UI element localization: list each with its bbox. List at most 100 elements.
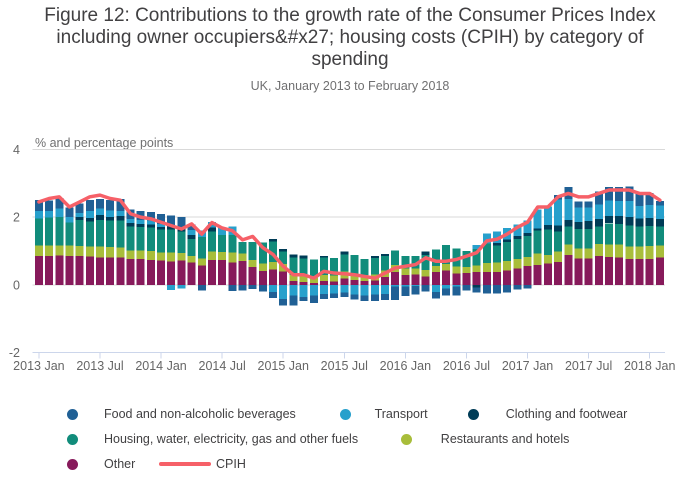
bar-segment[interactable] xyxy=(452,284,461,287)
bar-segment[interactable] xyxy=(472,287,481,293)
bar-segment[interactable] xyxy=(604,200,613,216)
bar-segment[interactable] xyxy=(462,285,471,291)
bar-segment[interactable] xyxy=(554,199,563,226)
bar-segment[interactable] xyxy=(370,257,379,275)
bar-segment[interactable] xyxy=(411,284,420,286)
bar-segment[interactable] xyxy=(126,258,135,285)
bar-segment[interactable] xyxy=(34,199,43,212)
bar-segment[interactable] xyxy=(615,244,624,258)
bar-segment[interactable] xyxy=(299,284,308,297)
bar-segment[interactable] xyxy=(655,226,664,246)
bar-segment[interactable] xyxy=(157,229,166,253)
bar-segment[interactable] xyxy=(146,259,155,285)
bar-segment[interactable] xyxy=(452,266,461,274)
bar-segment[interactable] xyxy=(238,241,247,254)
bar-segment[interactable] xyxy=(645,245,654,259)
cpih-line[interactable] xyxy=(37,188,662,280)
bar-segment[interactable] xyxy=(218,235,227,253)
bar-segment[interactable] xyxy=(106,220,115,247)
bar-segment[interactable] xyxy=(146,224,155,228)
bar-segment[interactable] xyxy=(218,252,227,261)
bar-segment[interactable] xyxy=(34,211,43,219)
bar-segment[interactable] xyxy=(574,221,583,229)
bar-segment[interactable] xyxy=(360,258,369,276)
bar-segment[interactable] xyxy=(401,286,410,297)
bar-segment[interactable] xyxy=(146,212,155,221)
bar-segment[interactable] xyxy=(462,284,471,286)
bar-segment[interactable] xyxy=(482,233,491,244)
bar-segment[interactable] xyxy=(472,244,481,249)
bar-segment[interactable] xyxy=(177,260,186,285)
bar-segment[interactable] xyxy=(421,251,430,255)
bar-segment[interactable] xyxy=(75,216,84,220)
bar-segment[interactable] xyxy=(401,255,410,269)
bar-segment[interactable] xyxy=(543,229,552,256)
bar-segment[interactable] xyxy=(401,275,410,285)
bar-segment[interactable] xyxy=(136,219,145,224)
bar-segment[interactable] xyxy=(625,225,634,247)
bar-segment[interactable] xyxy=(391,272,400,285)
bar-segment[interactable] xyxy=(625,216,634,226)
bar-segment[interactable] xyxy=(574,229,583,249)
bar-segment[interactable] xyxy=(248,284,257,289)
bar-segment[interactable] xyxy=(604,256,613,285)
bar-segment[interactable] xyxy=(635,226,644,247)
bar-segment[interactable] xyxy=(187,234,196,239)
bar-segment[interactable] xyxy=(391,284,400,287)
bar-segment[interactable] xyxy=(645,218,654,226)
bar-segment[interactable] xyxy=(289,254,298,258)
bar-segment[interactable] xyxy=(370,255,379,258)
bar-segment[interactable] xyxy=(564,244,573,255)
bar-segment[interactable] xyxy=(167,215,176,227)
bar-segment[interactable] xyxy=(45,211,54,218)
bar-segment[interactable] xyxy=(635,246,644,259)
bar-segment[interactable] xyxy=(442,244,451,265)
bar-segment[interactable] xyxy=(136,259,145,285)
bar-segment[interactable] xyxy=(645,204,654,219)
bar-segment[interactable] xyxy=(197,265,206,285)
bar-segment[interactable] xyxy=(65,207,74,217)
bar-segment[interactable] xyxy=(238,261,247,285)
bar-segment[interactable] xyxy=(421,284,430,292)
bar-segment[interactable] xyxy=(95,219,104,247)
bar-segment[interactable] xyxy=(462,266,471,274)
bar-segment[interactable] xyxy=(309,259,318,277)
bar-segment[interactable] xyxy=(381,284,390,295)
bar-segment[interactable] xyxy=(55,255,64,285)
bar-segment[interactable] xyxy=(106,246,115,258)
bar-segment[interactable] xyxy=(513,284,522,290)
bar-segment[interactable] xyxy=(584,207,593,221)
bar-segment[interactable] xyxy=(65,255,74,285)
bar-segment[interactable] xyxy=(513,258,522,269)
bar-segment[interactable] xyxy=(269,241,278,263)
bar-segment[interactable] xyxy=(34,245,43,256)
bar-segment[interactable] xyxy=(381,256,390,271)
bar-segment[interactable] xyxy=(503,242,512,262)
bar-segment[interactable] xyxy=(248,259,257,267)
bar-segment[interactable] xyxy=(309,284,318,296)
bar-segment[interactable] xyxy=(299,296,308,302)
bar-segment[interactable] xyxy=(187,262,196,285)
bar-segment[interactable] xyxy=(381,294,390,301)
bar-segment[interactable] xyxy=(187,230,196,235)
bar-segment[interactable] xyxy=(146,251,155,260)
bar-segment[interactable] xyxy=(543,263,552,285)
bar-segment[interactable] xyxy=(645,225,654,246)
bar-segment[interactable] xyxy=(85,256,94,285)
bar-segment[interactable] xyxy=(635,218,644,227)
bar-segment[interactable] xyxy=(228,252,237,263)
bar-segment[interactable] xyxy=(503,261,512,271)
bar-segment[interactable] xyxy=(625,258,634,285)
bar-segment[interactable] xyxy=(391,286,400,300)
bar-segment[interactable] xyxy=(55,216,64,246)
bar-segment[interactable] xyxy=(75,245,84,256)
bar-segment[interactable] xyxy=(391,250,400,265)
bar-segment[interactable] xyxy=(85,200,94,212)
bar-segment[interactable] xyxy=(360,295,369,302)
bar-segment[interactable] xyxy=(116,211,125,217)
bar-segment[interactable] xyxy=(126,219,135,223)
bar-segment[interactable] xyxy=(187,224,196,231)
bar-segment[interactable] xyxy=(584,201,593,208)
bar-segment[interactable] xyxy=(299,258,308,277)
bar-segment[interactable] xyxy=(411,285,420,295)
